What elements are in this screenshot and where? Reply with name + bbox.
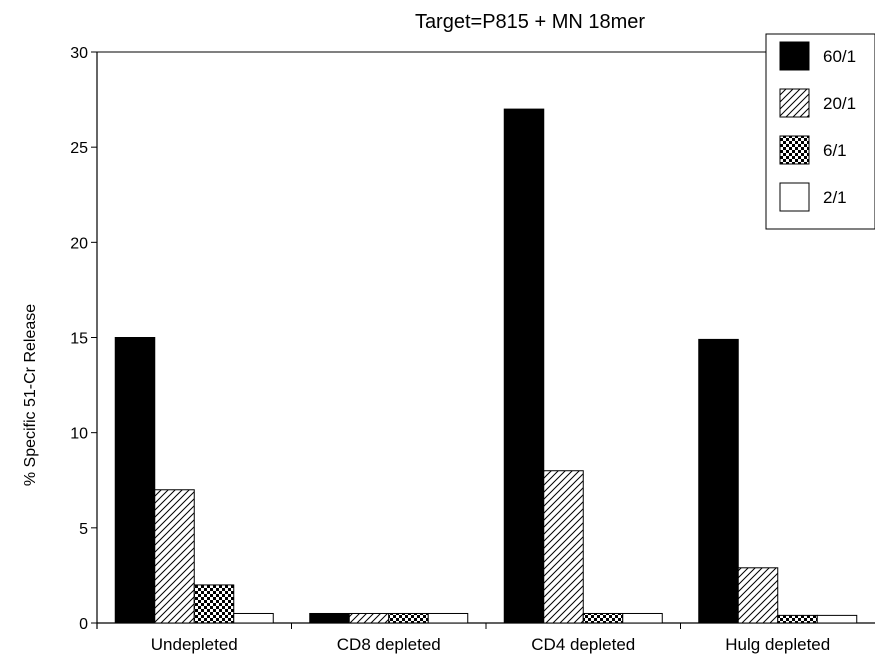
bar-60-1-undepleted [114,337,156,624]
legend-swatch-60-1 [779,41,810,71]
x-tick-label: Hulg depleted [725,635,830,654]
legend-label: 20/1 [823,94,856,113]
bar-2-1-hulg-depleted [816,614,858,624]
bar-20-1-hulg-depleted [737,567,779,624]
chart-title: Target=P815 + MN 18mer [415,11,645,33]
bar-20-1-cd4-depleted [543,470,584,624]
x-tick-label: CD4 depleted [531,635,635,654]
legend: 60/1 20/1 6/1 2/1 [765,33,875,230]
bar-6-1-hulg-depleted [777,614,818,624]
x-axis: Undepleted CD8 depleted CD4 depleted Hulg d… [151,623,830,654]
legend-label: 2/1 [823,188,847,207]
bar-20-1-cd8-depleted [348,612,390,624]
bar-6-1-cd8-depleted [388,612,429,624]
legend-label: 6/1 [823,141,847,160]
bar-2-1-undepleted [233,612,274,624]
y-tick-label: 20 [70,235,88,252]
bar-2-1-cd4-depleted [622,612,663,624]
legend-label: 60/1 [823,47,856,66]
x-tick-label: Undepleted [151,635,238,654]
bar-60-1-cd4-depleted [503,108,545,624]
bar-6-1-cd4-depleted [582,612,624,624]
bar-2-1-cd8-depleted [427,612,469,624]
legend-swatch-6-1 [779,135,810,165]
bar-60-1-hulg-depleted [698,338,739,624]
y-tick-label: 0 [79,616,88,633]
y-tick-label: 15 [70,331,88,348]
y-axis: 0 5 10 15 20 25 30 [70,45,97,633]
y-tick-label: 5 [79,521,88,538]
legend-swatch-2-1 [779,182,810,212]
y-axis-label: % Specific 51-Cr Release [22,304,39,486]
y-tick-label: 30 [70,45,88,62]
bars [114,108,858,624]
legend-swatch-20-1 [779,88,810,118]
y-tick-label: 25 [70,140,88,157]
bar-60-1-cd8-depleted [309,612,350,624]
y-tick-label: 10 [70,426,88,443]
bar-6-1-undepleted [193,584,235,624]
x-tick-label: CD8 depleted [337,635,441,654]
plot-frame [96,51,875,629]
bar-20-1-undepleted [154,489,195,624]
